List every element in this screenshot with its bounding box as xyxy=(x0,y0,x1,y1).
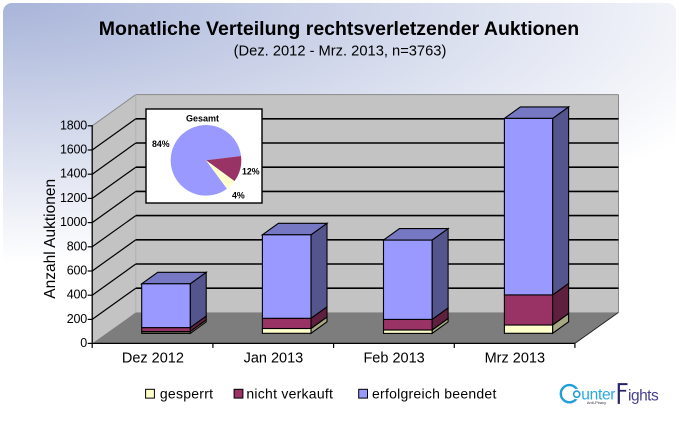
svg-text:Monatliche Verteilung rechtsve: Monatliche Verteilung rechtsverletzender… xyxy=(99,18,579,40)
svg-text:gesperrt: gesperrt xyxy=(160,385,213,401)
svg-text:600: 600 xyxy=(67,264,88,278)
svg-text:800: 800 xyxy=(67,239,88,253)
svg-text:Anzahl Auktionen: Anzahl Auktionen xyxy=(42,179,59,299)
svg-text:(Dez. 2012 - Mrz. 2013, n=3763: (Dez. 2012 - Mrz. 2013, n=3763) xyxy=(234,44,447,60)
svg-text:12%: 12% xyxy=(242,166,260,176)
svg-text:Jan 2013: Jan 2013 xyxy=(244,351,304,367)
svg-text:4%: 4% xyxy=(232,191,245,201)
svg-text:ights: ights xyxy=(628,388,659,405)
svg-text:1400: 1400 xyxy=(60,167,87,181)
svg-text:200: 200 xyxy=(67,312,88,326)
svg-text:Anti-Piracy: Anti-Piracy xyxy=(587,400,606,405)
svg-text:Gesamt: Gesamt xyxy=(186,114,219,124)
svg-text:1600: 1600 xyxy=(60,143,87,157)
svg-text:nicht verkauft: nicht verkauft xyxy=(246,385,333,401)
svg-text:400: 400 xyxy=(67,288,88,302)
svg-text:Dez 2012: Dez 2012 xyxy=(122,351,184,367)
svg-text:1200: 1200 xyxy=(60,191,87,205)
svg-text:Mrz 2013: Mrz 2013 xyxy=(485,351,545,367)
svg-text:84%: 84% xyxy=(152,139,170,149)
svg-text:erfolgreich beendet: erfolgreich beendet xyxy=(372,385,497,401)
svg-text:unter: unter xyxy=(581,387,615,404)
svg-text:Feb 2013: Feb 2013 xyxy=(363,351,424,367)
svg-text:1000: 1000 xyxy=(60,215,87,229)
svg-text:0: 0 xyxy=(80,336,87,350)
svg-text:1800: 1800 xyxy=(60,118,87,132)
